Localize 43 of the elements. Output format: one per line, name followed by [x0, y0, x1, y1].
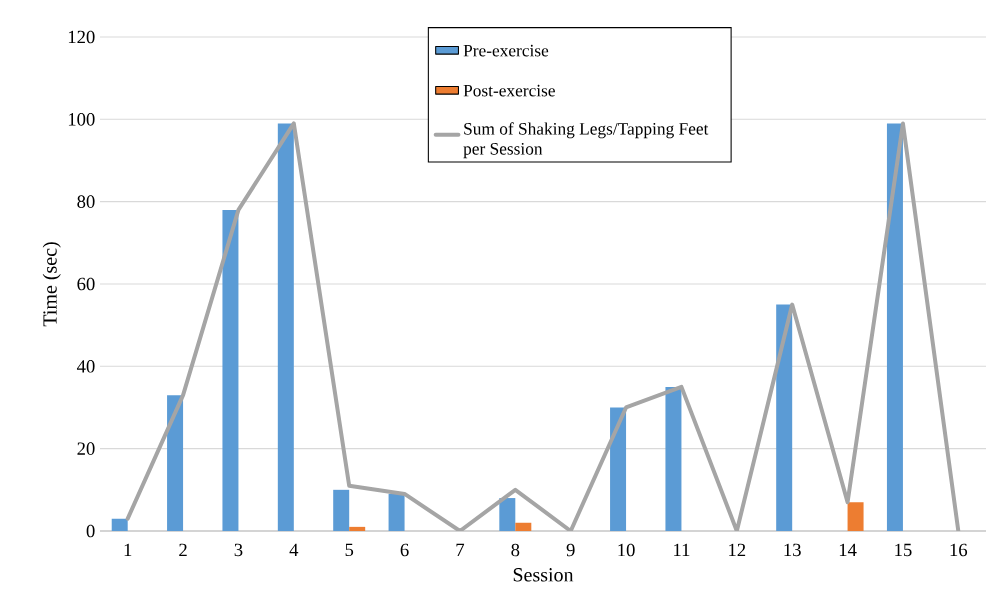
- bar: [167, 395, 184, 531]
- x-tick-label: 11: [674, 543, 690, 557]
- x-tick-label: 2: [179, 543, 187, 557]
- y-tick-label: 0: [86, 524, 95, 538]
- x-tick-label: 4: [289, 543, 299, 556]
- x-tick-label: 7: [456, 543, 465, 556]
- bar: [499, 498, 516, 531]
- line-series: [125, 121, 961, 531]
- bar: [610, 407, 627, 531]
- x-tick-label: 14: [839, 543, 857, 557]
- x-tick-label: 1: [124, 543, 132, 557]
- bar: [349, 526, 366, 531]
- legend-label: Pre-exercise: [463, 44, 549, 57]
- legend-label: Sum of Shaking Legs/Tapping Feet per Session: [463, 122, 709, 159]
- bar: [886, 123, 903, 531]
- y-tick-label: 60: [77, 277, 95, 291]
- x-axis-title: Session: [513, 568, 574, 582]
- y-tick-label: 20: [77, 442, 95, 455]
- y-tick-label: 40: [76, 360, 95, 373]
- bar: [333, 489, 350, 531]
- x-tick-label: 12: [729, 543, 746, 557]
- bar: [277, 123, 294, 531]
- bar: [222, 209, 239, 531]
- bar: [515, 522, 532, 531]
- bar: [388, 493, 405, 531]
- bar: [111, 518, 128, 531]
- y-axis-title: Time (sec): [42, 242, 61, 327]
- x-tick-label: 9: [566, 543, 575, 557]
- x-tick-label: 15: [895, 543, 912, 557]
- y-tick-label: 100: [68, 113, 95, 126]
- bar: [847, 502, 864, 531]
- legend-label: Post-exercise: [463, 84, 555, 97]
- x-tick-label: 6: [400, 543, 409, 557]
- y-tick-label: 80: [77, 195, 95, 208]
- x-tick-label: 16: [950, 543, 968, 557]
- x-tick-label: 3: [234, 543, 243, 557]
- x-tick-label: 13: [784, 543, 801, 557]
- bar: [776, 304, 793, 531]
- x-tick-label: 10: [618, 543, 635, 557]
- x-tick-label: 5: [345, 543, 354, 557]
- x-tick-label: 8: [511, 543, 520, 557]
- y-tick-label: 120: [68, 30, 95, 44]
- bar: [665, 386, 682, 531]
